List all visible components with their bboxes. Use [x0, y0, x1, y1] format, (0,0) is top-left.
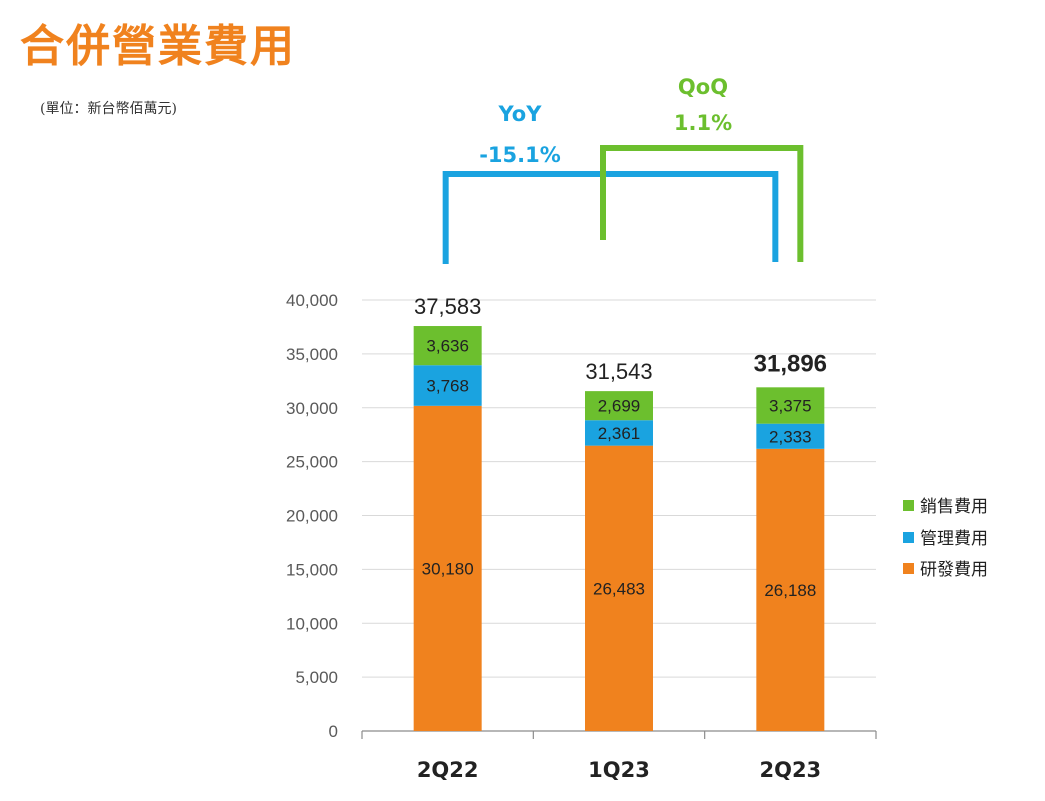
x-tick-label: 2Q22 — [417, 758, 479, 782]
bar-segment — [756, 448, 825, 731]
bar-segment — [756, 423, 825, 449]
x-tick-label: 2Q23 — [759, 758, 821, 782]
unit-note: (單位：新台幣佰萬元) — [40, 101, 177, 117]
bar-segment — [756, 387, 825, 424]
legend-label: 管理費用 — [920, 529, 988, 549]
data-label: 2,361 — [598, 424, 641, 443]
x-tick-label: 1Q23 — [588, 758, 650, 782]
data-label: 3,375 — [769, 397, 812, 416]
data-label: 3,636 — [426, 337, 469, 356]
data-label: 2,333 — [769, 427, 812, 446]
total-label: 31,543 — [585, 359, 652, 384]
y-tick-label: 5,000 — [295, 668, 338, 687]
qoq-bracket — [600, 145, 804, 262]
y-tick-label: 10,000 — [286, 614, 338, 633]
y-tick-label: 25,000 — [286, 453, 338, 472]
data-label: 30,180 — [422, 559, 474, 578]
data-label: 26,483 — [593, 579, 645, 598]
bar-segment — [413, 405, 482, 731]
y-tick-label: 30,000 — [286, 399, 338, 418]
bar-segment — [585, 445, 653, 731]
y-tick-label: 40,000 — [286, 291, 338, 310]
data-label: 3,768 — [426, 377, 469, 396]
y-tick-label: 0 — [329, 722, 338, 741]
yoy-label: YoY — [498, 102, 543, 126]
qoq-label: QoQ — [678, 75, 728, 99]
total-label: 37,583 — [414, 294, 481, 319]
legend-label: 銷售費用 — [920, 497, 988, 517]
y-tick-label: 35,000 — [286, 345, 338, 364]
legend-swatch — [903, 532, 914, 543]
data-label: 26,188 — [764, 581, 816, 600]
legend-swatch — [903, 563, 914, 574]
total-label: 31,896 — [754, 350, 827, 377]
qoq-value: 1.1% — [674, 111, 732, 135]
yoy-bracket — [442, 171, 779, 264]
legend-label: 研發費用 — [920, 560, 988, 580]
bar-segment — [585, 391, 653, 421]
y-tick-label: 15,000 — [286, 560, 338, 579]
legend-swatch — [903, 500, 914, 511]
data-label: 2,699 — [598, 397, 641, 416]
page-title: 合併營業費用 — [20, 21, 296, 72]
yoy-value: -15.1% — [479, 143, 561, 167]
bar-segment — [413, 365, 482, 406]
bar-segment — [413, 326, 482, 366]
bar-segment — [585, 420, 653, 446]
y-tick-label: 20,000 — [286, 507, 338, 526]
